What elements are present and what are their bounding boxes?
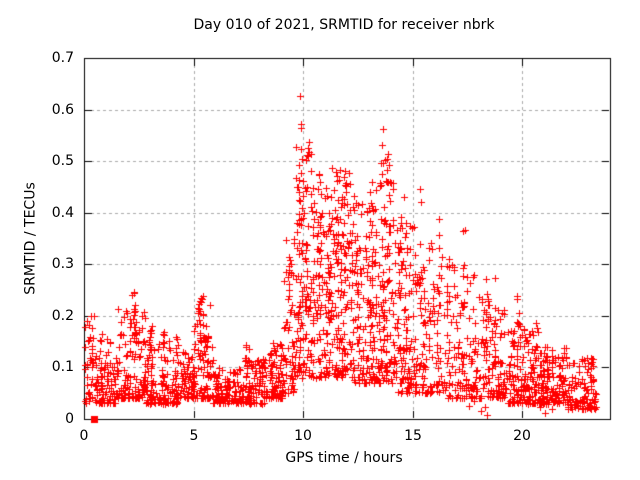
x-axis-label: GPS time / hours [285,450,403,466]
y-tick-label: 0.7 [51,50,74,66]
y-tick-label: 0.2 [51,308,74,324]
x-tick-label: 5 [189,428,199,444]
x-tick-label: 20 [513,428,531,444]
y-tick-label: 0.4 [51,205,74,221]
y-tick-label: 0 [65,411,74,427]
chart-title: Day 010 of 2021, SRMTID for receiver nbr… [193,17,495,33]
x-tick-label: 10 [294,428,312,444]
x-tick-label: 0 [79,428,89,444]
y-tick-label: 0.6 [51,102,74,118]
y-tick-label: 0.1 [51,359,74,375]
y-axis-label: SRMTID / TECUs [22,182,39,295]
y-tick-label: 0.3 [51,256,74,272]
y-tick-label: 0.5 [51,153,74,169]
x-tick-label: 15 [404,428,422,444]
